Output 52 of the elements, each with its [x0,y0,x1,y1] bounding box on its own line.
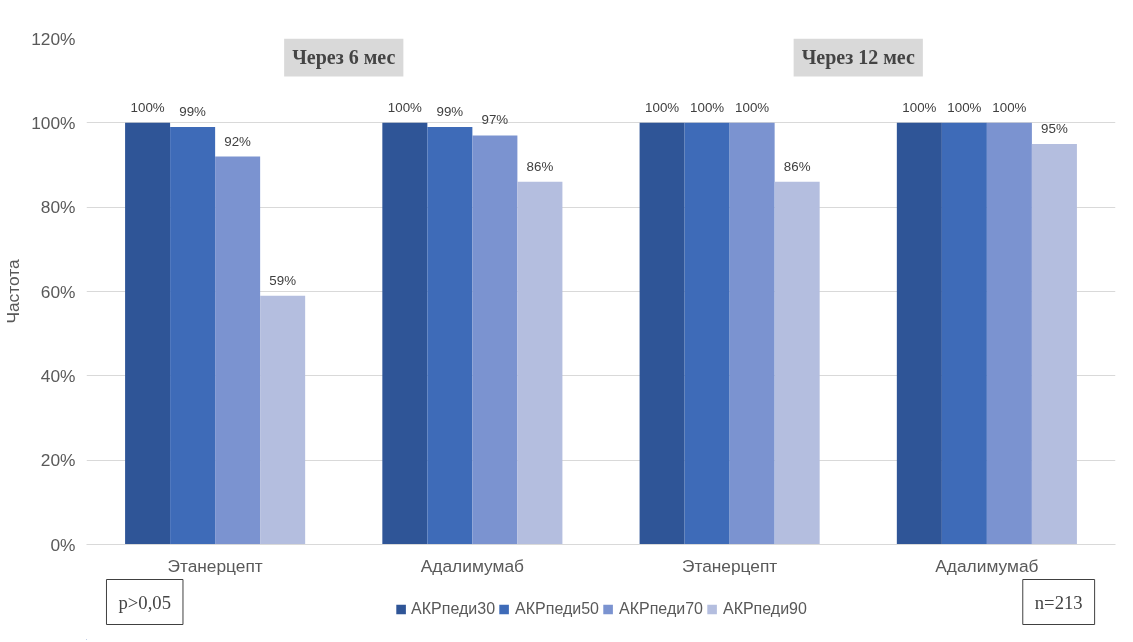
text: p>0,05 [118,591,171,613]
data-label: 100% [992,99,1027,115]
data-label: 99% [436,104,464,120]
legend-label: АКРпеди90 [722,600,807,618]
bar [986,122,1032,545]
y-tick-label: 0% [50,534,76,555]
x-tick-label: Этанерцепт [681,555,778,576]
x-tick-label: Этанерцепт [167,555,263,576]
data-label: 100% [130,99,165,115]
annotation: Через 6 мес [292,46,396,70]
y-tick-label: 80% [40,197,76,218]
bar [170,127,216,545]
legend-label: АКРпеди50 [515,600,599,618]
y-tick-label: 60% [40,281,76,302]
y-tick-label: 120% [31,28,76,49]
legend-label: АКРпеди70 [619,600,703,618]
bar [517,181,563,545]
bar [941,122,987,545]
bar [774,181,820,545]
bar [125,122,171,545]
x-tick-label: Адалимумаб [420,555,525,576]
data-label: 100% [387,99,423,115]
bar [1031,143,1077,545]
data-label: 100% [690,99,725,115]
bar [684,122,730,545]
bar [382,122,428,545]
data-label: 95% [1041,120,1068,136]
text: n=213 [1034,591,1083,613]
bar [215,156,261,545]
legend-label: АКРпеди30 [411,600,496,618]
y-axis-title: Частота [3,259,24,324]
x-tick-label: Адалимумаб [935,555,1039,576]
data-label: 100% [947,99,982,115]
bar [427,127,473,545]
bar [260,295,306,545]
data-label: 97% [481,112,509,128]
data-label: 100% [735,99,770,115]
annotation: Через 12 мес [801,46,915,70]
bar [896,122,942,545]
data-label: 86% [526,158,554,174]
data-label: 100% [902,99,937,115]
y-tick-label: 40% [40,365,76,386]
bar [472,135,518,545]
data-label: 99% [179,104,207,120]
y-tick-label: 100% [31,112,76,133]
y-tick-label: 20% [40,450,76,471]
data-label: 86% [783,158,811,174]
data-label: 100% [645,99,680,115]
bar [729,122,775,545]
bar [639,122,685,545]
data-label: 92% [224,133,252,149]
data-label: 59% [269,272,297,288]
